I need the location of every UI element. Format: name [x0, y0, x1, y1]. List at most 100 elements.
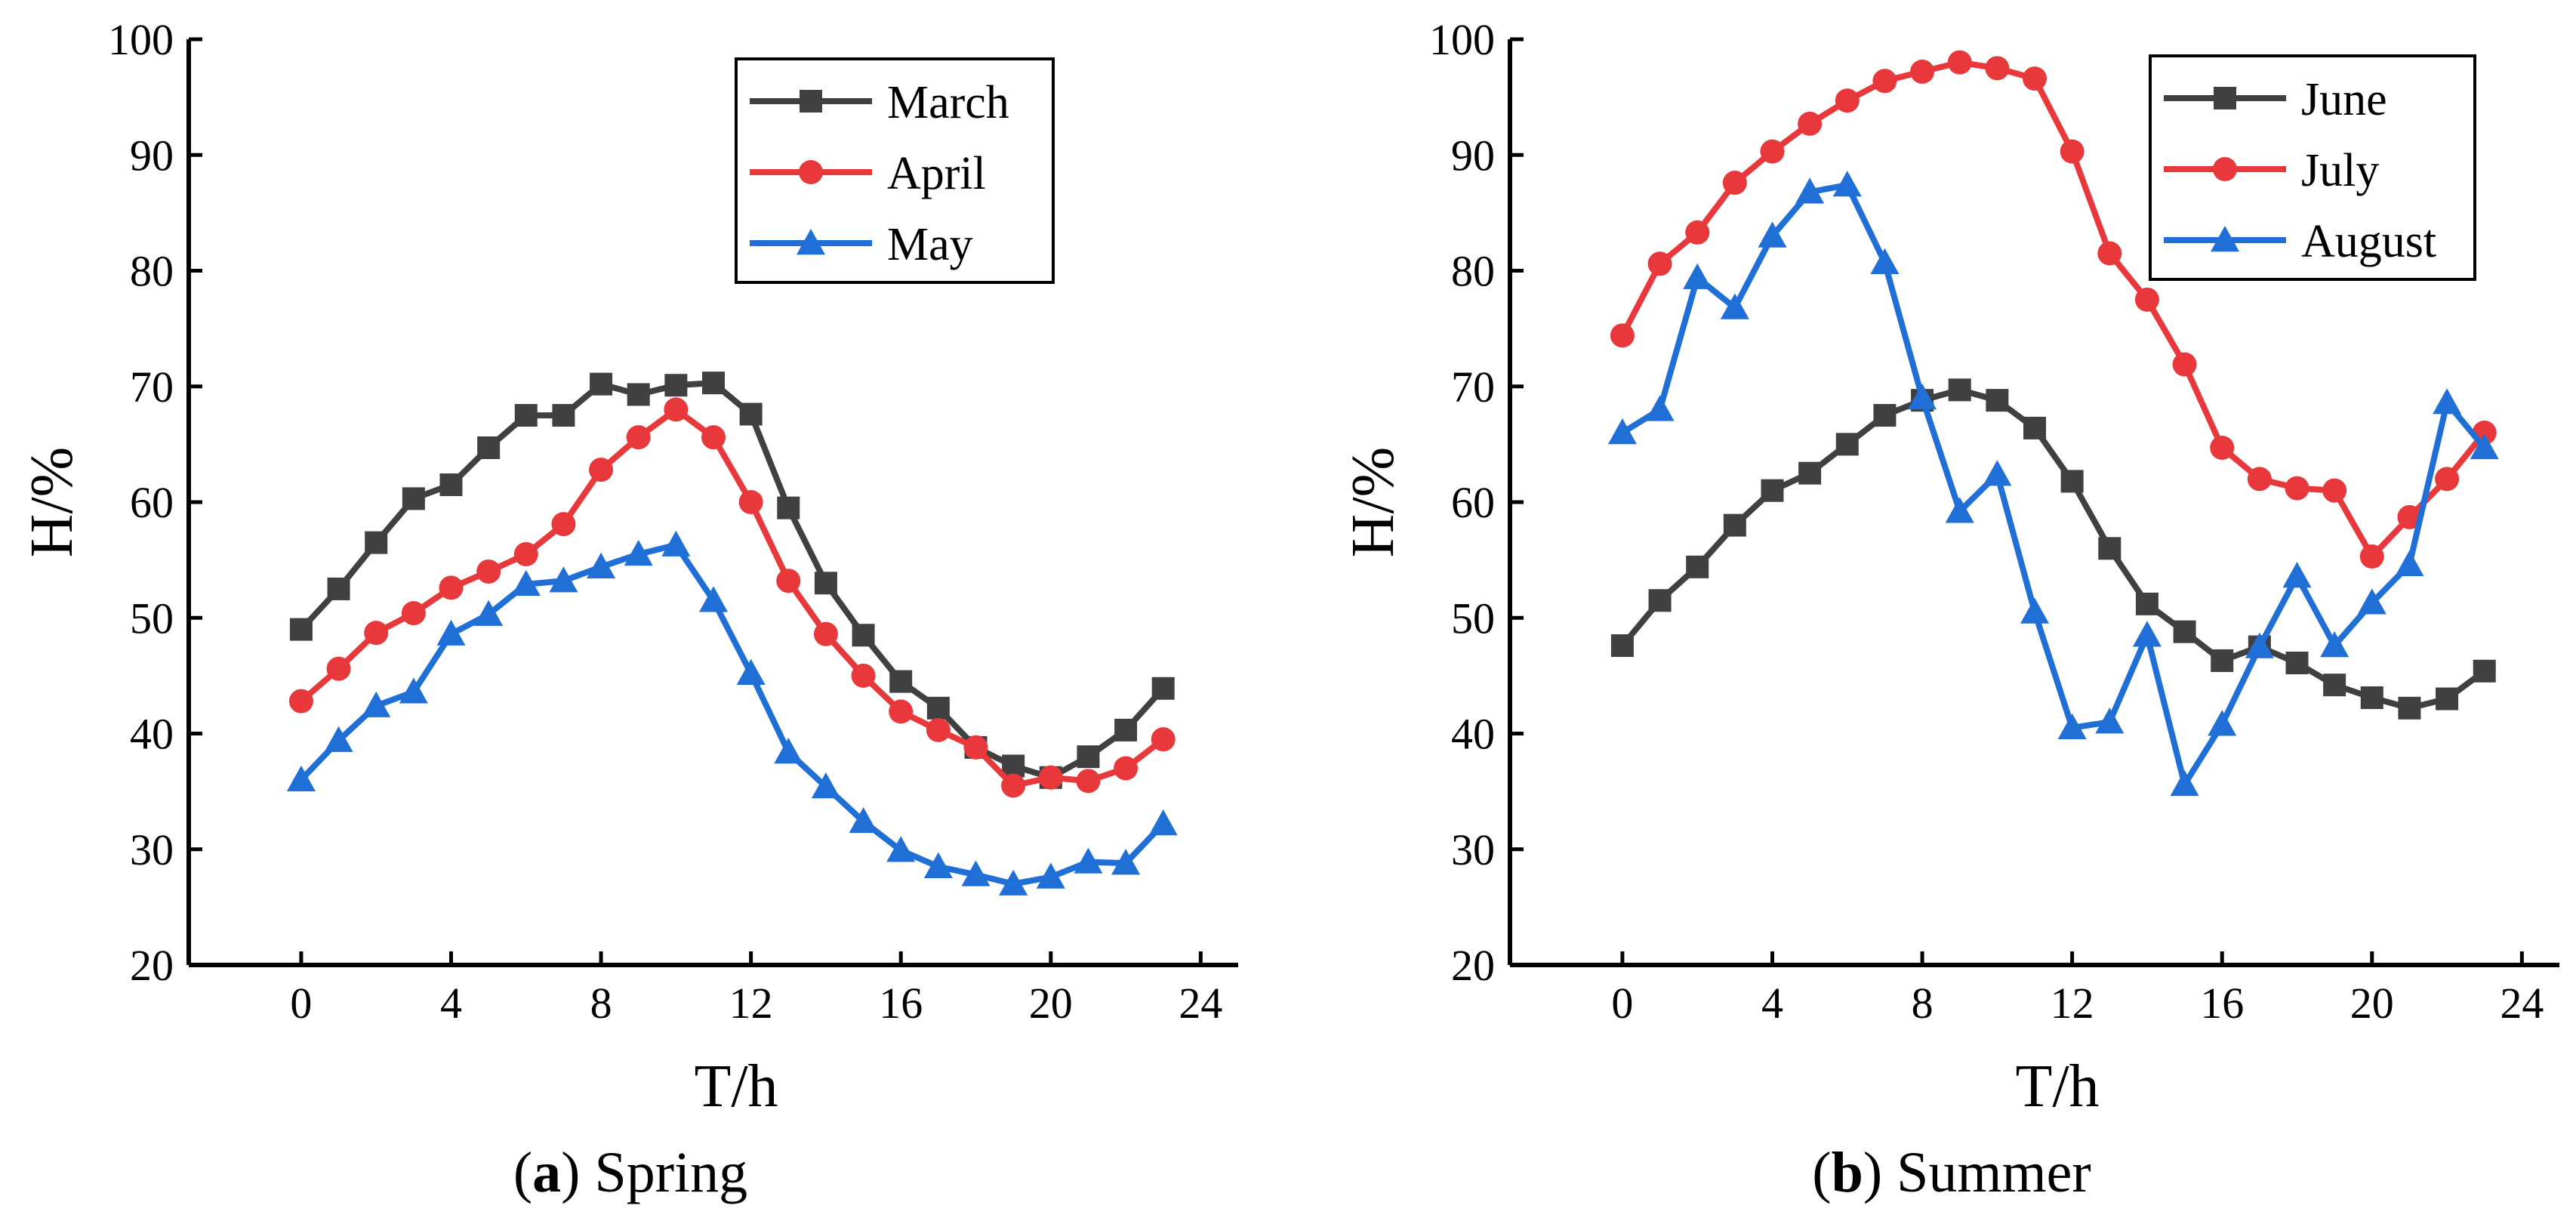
legend-swatch-marker — [800, 90, 822, 113]
data-point — [513, 541, 538, 566]
data-point — [2135, 592, 2158, 615]
x-tick-label: 12 — [2051, 979, 2094, 1028]
x-axis-title: T/h — [2015, 1053, 2099, 1120]
y-tick-label: 60 — [130, 478, 174, 527]
data-point — [365, 531, 388, 554]
y-tick-label: 30 — [1451, 825, 1495, 874]
data-point — [2359, 544, 2384, 569]
y-tick-label: 90 — [130, 131, 174, 180]
x-tick-label: 16 — [2200, 979, 2244, 1028]
data-point — [1002, 754, 1025, 778]
x-tick-label: 8 — [590, 979, 612, 1028]
data-point — [1832, 171, 1862, 197]
data-point — [777, 496, 800, 519]
data-point — [1148, 809, 1178, 836]
data-point — [1683, 263, 1712, 289]
y-tick-label: 30 — [130, 825, 174, 874]
data-point — [736, 658, 766, 686]
data-point — [327, 577, 350, 600]
data-point — [439, 575, 464, 600]
data-point — [552, 404, 575, 427]
data-point — [849, 806, 878, 834]
data-point — [1870, 248, 1900, 274]
data-point — [2433, 388, 2462, 415]
data-point — [1610, 634, 1634, 658]
data-point — [1945, 497, 1974, 523]
legend-swatch-marker — [2214, 87, 2236, 109]
data-point — [2020, 597, 2049, 624]
y-tick-label: 70 — [1451, 362, 1495, 412]
data-point — [1872, 69, 1897, 94]
data-point — [889, 699, 914, 724]
series-line-march — [297, 380, 1166, 781]
data-point — [2170, 769, 2199, 797]
data-point — [1610, 323, 1635, 348]
data-point — [963, 735, 988, 760]
data-point — [289, 618, 313, 641]
data-point — [2060, 470, 2084, 493]
data-point — [664, 397, 689, 422]
data-point — [1798, 461, 1822, 485]
y-tick-label: 100 — [1429, 15, 1495, 64]
y-tick-label: 70 — [130, 362, 174, 412]
data-point — [2285, 476, 2309, 501]
data-point — [852, 624, 875, 647]
y-tick-label: 80 — [1451, 247, 1495, 296]
data-point — [2282, 562, 2312, 588]
data-point — [2398, 696, 2421, 720]
data-point — [2210, 435, 2235, 460]
y-tick-label: 90 — [1451, 131, 1495, 180]
data-point — [2320, 631, 2350, 658]
data-point — [1001, 773, 1026, 798]
data-point — [701, 425, 726, 450]
data-point — [813, 621, 838, 646]
data-point — [923, 852, 953, 878]
data-point — [1873, 404, 1897, 427]
legend-swatch-marker — [797, 229, 825, 255]
data-point — [2322, 478, 2347, 503]
data-point — [324, 726, 353, 752]
series-august — [1607, 171, 2499, 797]
data-point — [626, 425, 651, 450]
data-point — [1722, 171, 1747, 196]
chart-panel-a: 20 30 40 50 60 70 80 90 100 0 4 8 12 16 20 24 T/h H/% (a) … — [19, 15, 1238, 1204]
legend-label: April — [887, 148, 986, 199]
data-point — [549, 566, 578, 593]
data-point — [739, 402, 763, 426]
y-tick-label: 50 — [130, 593, 174, 643]
data-point — [2098, 537, 2122, 560]
data-point — [886, 836, 916, 862]
data-point — [851, 663, 876, 688]
data-point — [2470, 433, 2499, 460]
series-line-april — [297, 406, 1166, 789]
data-point — [2473, 659, 2496, 683]
data-point — [2245, 632, 2274, 658]
data-point — [401, 601, 426, 626]
data-point — [1648, 589, 1672, 612]
y-tick-label: 100 — [108, 15, 174, 64]
data-point — [2395, 550, 2424, 576]
data-point — [288, 689, 313, 714]
data-point — [2323, 674, 2346, 697]
x-tick-label: 20 — [1029, 979, 1073, 1028]
data-point — [702, 371, 725, 395]
y-tick-label: 50 — [1451, 593, 1495, 643]
data-point — [476, 559, 501, 584]
y-tick-label: 80 — [130, 247, 174, 296]
data-point — [926, 696, 950, 720]
data-point — [1761, 479, 1784, 502]
data-point — [664, 374, 688, 397]
data-point — [286, 765, 316, 791]
data-point — [2247, 467, 2272, 492]
x-tick-label: 0 — [1611, 979, 1633, 1028]
data-point — [2132, 621, 2162, 647]
legend-swatch-marker — [2213, 157, 2237, 181]
data-point — [738, 490, 763, 514]
data-point — [2023, 66, 2047, 91]
legend-label: August — [2301, 216, 2436, 267]
data-point — [627, 383, 650, 406]
x-tick-label: 24 — [2500, 979, 2544, 1028]
series-may — [286, 530, 1178, 896]
y-tick-label: 20 — [130, 941, 174, 990]
